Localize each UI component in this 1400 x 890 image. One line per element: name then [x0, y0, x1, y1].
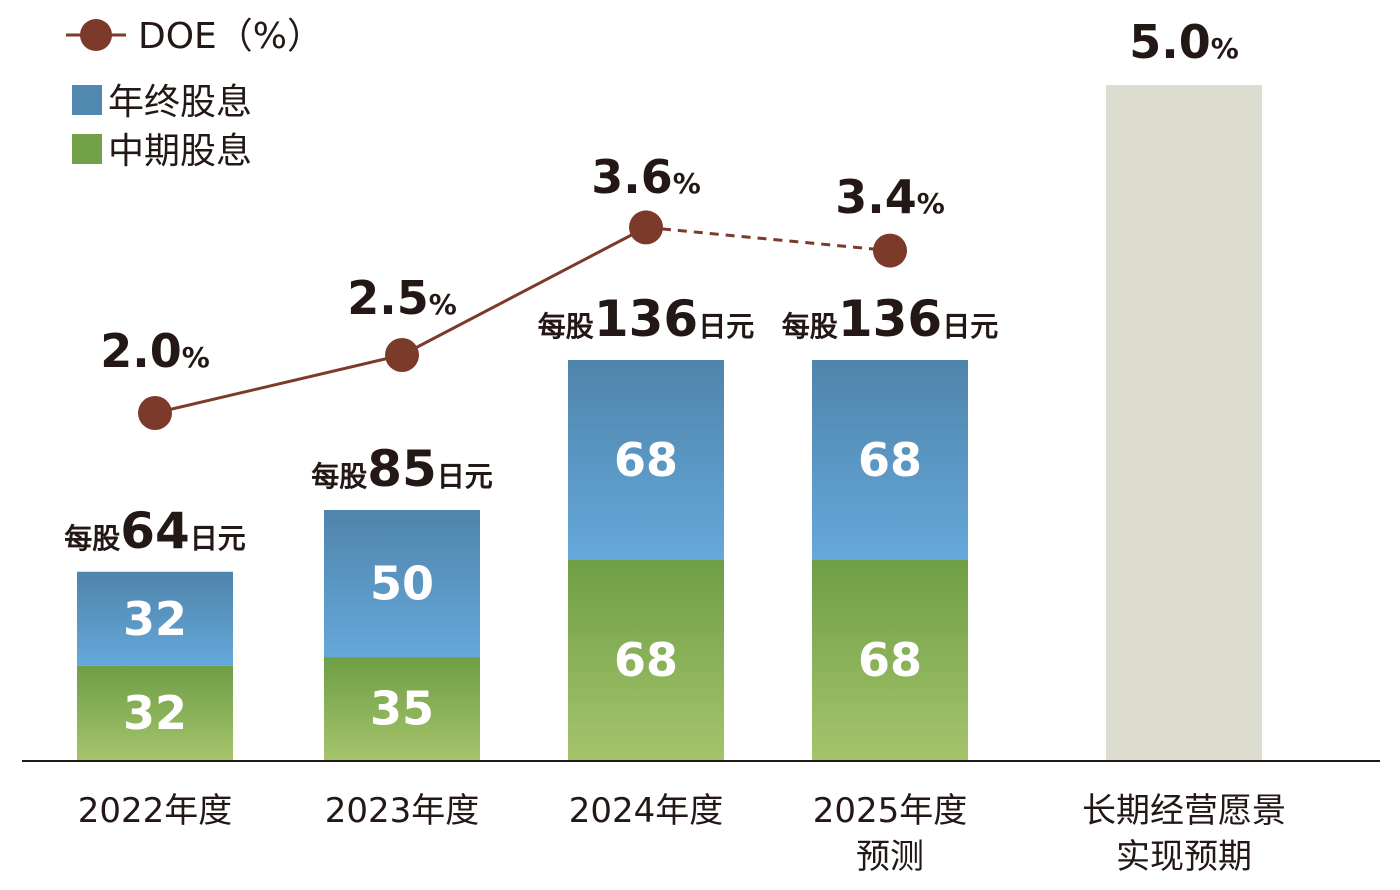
- bar-segment-year-end: [324, 510, 480, 658]
- bar-segment-interim: [77, 665, 233, 760]
- doe-value-label: 3.6%: [591, 150, 701, 204]
- bar-segment-year-end: [812, 360, 968, 560]
- bar-value-label: 32: [123, 592, 187, 646]
- doe-line-segment: [154, 353, 403, 415]
- x-tick-label: 2022年度: [78, 791, 233, 831]
- legend-swatch-interim: [72, 134, 102, 164]
- doe-line-segment: [401, 226, 647, 357]
- x-tick-label: 2024年度: [569, 791, 724, 831]
- total-label: 每股64日元: [64, 502, 246, 560]
- legend-dot-swatch: [80, 19, 112, 51]
- x-tick-label: 长期经营愿景: [1082, 791, 1286, 831]
- bar-segment-interim: [568, 560, 724, 760]
- target-bar: [1106, 85, 1262, 760]
- doe-value-label: 2.0%: [100, 324, 210, 378]
- x-tick-label: 2023年度: [325, 791, 480, 831]
- legend-doe: DOE（%）: [138, 16, 323, 57]
- bar-segment-year-end: [77, 571, 233, 666]
- legend: DOE（%） 年终股息 中期股息: [66, 16, 323, 172]
- doe-point: [385, 338, 419, 372]
- doe-point: [629, 210, 663, 245]
- bar-value-label: 35: [370, 682, 434, 736]
- doe-point: [138, 396, 172, 430]
- bar-segment-year-end: [568, 360, 724, 560]
- legend-year-end: 年终股息: [108, 82, 252, 123]
- doe-line-segment-forecast: [645, 225, 891, 253]
- doe-point: [873, 233, 907, 268]
- x-tick-label: 预测: [856, 837, 924, 877]
- total-label: 每股136日元: [538, 290, 754, 348]
- bar-value-label: 32: [123, 686, 187, 740]
- legend-interim: 中期股息: [108, 131, 252, 172]
- x-tick-label: 2025年度: [813, 791, 968, 831]
- bar-value-label: 68: [614, 433, 678, 487]
- bar-value-label: 50: [370, 557, 434, 611]
- bar-segment-interim: [324, 657, 480, 760]
- total-label: 每股85日元: [311, 440, 493, 498]
- total-label: 每股136日元: [782, 290, 998, 348]
- bar-value-label: 68: [858, 633, 922, 687]
- doe-value-label: 5.0%: [1129, 15, 1239, 69]
- bar-segment-interim: [812, 560, 968, 760]
- x-tick-label: 实现预期: [1116, 837, 1252, 877]
- legend-swatch-year-end: [72, 85, 102, 115]
- doe-value-label: 3.4%: [835, 170, 945, 224]
- bar-value-label: 68: [614, 633, 678, 687]
- doe-value-label: 2.5%: [347, 271, 457, 325]
- bar-value-label: 68: [858, 433, 922, 487]
